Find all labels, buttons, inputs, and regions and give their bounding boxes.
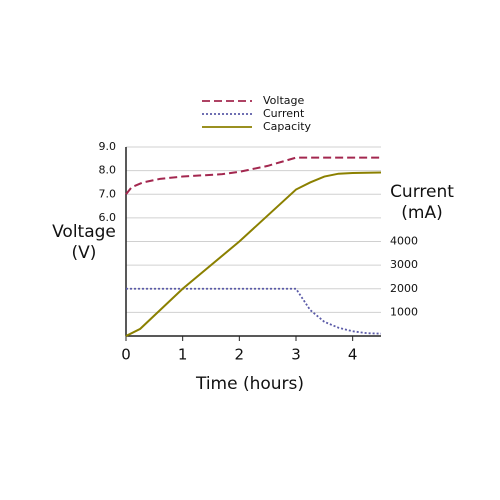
- y-tick-label: 9.0: [99, 140, 117, 153]
- y-tick-label: 8.0: [99, 164, 117, 177]
- series-line: [126, 287, 382, 335]
- x-tick-label: 2: [235, 346, 245, 364]
- y2-axis-label: Current: [390, 182, 454, 202]
- y2-tick-label: 4000: [390, 235, 418, 248]
- legend-label: Capacity: [263, 120, 312, 133]
- x-tick-label: 1: [178, 346, 188, 364]
- y2-tick-label: 3000: [390, 258, 418, 271]
- y-axis-label: Voltage: [52, 222, 116, 242]
- y-tick-label: 7.0: [99, 187, 117, 200]
- series-line: [125, 156, 381, 195]
- y2-axis-label: (mA): [401, 203, 442, 223]
- x-tick-label: 4: [348, 346, 358, 364]
- legend-label: Current: [263, 107, 305, 120]
- x-tick-label: 0: [121, 346, 131, 364]
- x-axis-label: Time (hours): [195, 374, 304, 394]
- y-axis-label: (V): [72, 243, 97, 263]
- y2-tick-label: 1000: [390, 305, 418, 318]
- y2-tick-label: 2000: [390, 282, 418, 295]
- legend-label: Voltage: [263, 94, 304, 107]
- y-tick-label: 6.0: [99, 211, 117, 224]
- x-tick-label: 3: [291, 346, 301, 364]
- series-line: [125, 171, 382, 337]
